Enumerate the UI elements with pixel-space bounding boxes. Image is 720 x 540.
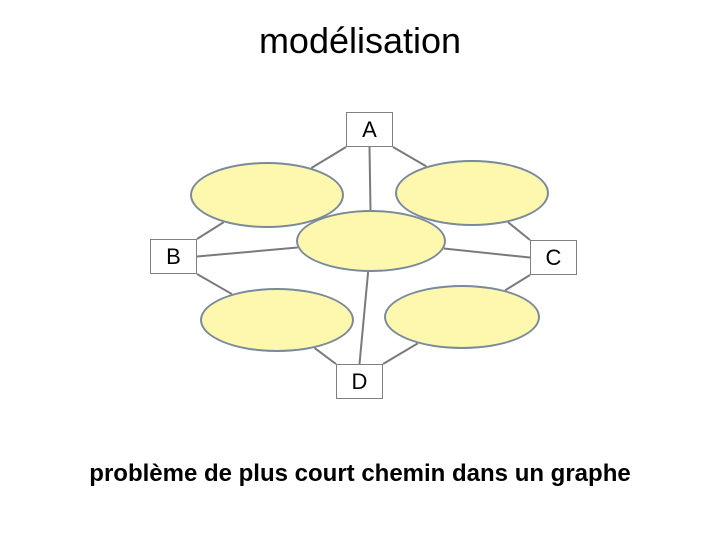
graph-edge <box>360 272 369 364</box>
graph-edge <box>393 147 426 166</box>
footer-caption: problème de plus court chemin dans un gr… <box>0 460 720 488</box>
graph-node-a: A <box>346 112 393 147</box>
graph-edge <box>311 147 346 168</box>
graph-edge <box>197 248 298 257</box>
graph-edge <box>508 222 530 240</box>
graph-edge <box>197 222 224 239</box>
graph-edge <box>383 343 418 364</box>
graph-node-d: D <box>336 364 383 399</box>
graph-ellipse <box>296 210 446 272</box>
graph-edge <box>314 348 336 364</box>
graph-node-c: C <box>530 240 577 275</box>
graph-edge <box>197 274 232 294</box>
graph-edge <box>505 275 530 290</box>
graph-ellipse <box>200 288 354 352</box>
graph-edge <box>370 147 371 210</box>
graph-edge <box>444 249 530 258</box>
graph-ellipse <box>384 285 540 349</box>
graph-diagram: A B C D <box>0 0 720 540</box>
graph-node-b: B <box>150 239 197 274</box>
